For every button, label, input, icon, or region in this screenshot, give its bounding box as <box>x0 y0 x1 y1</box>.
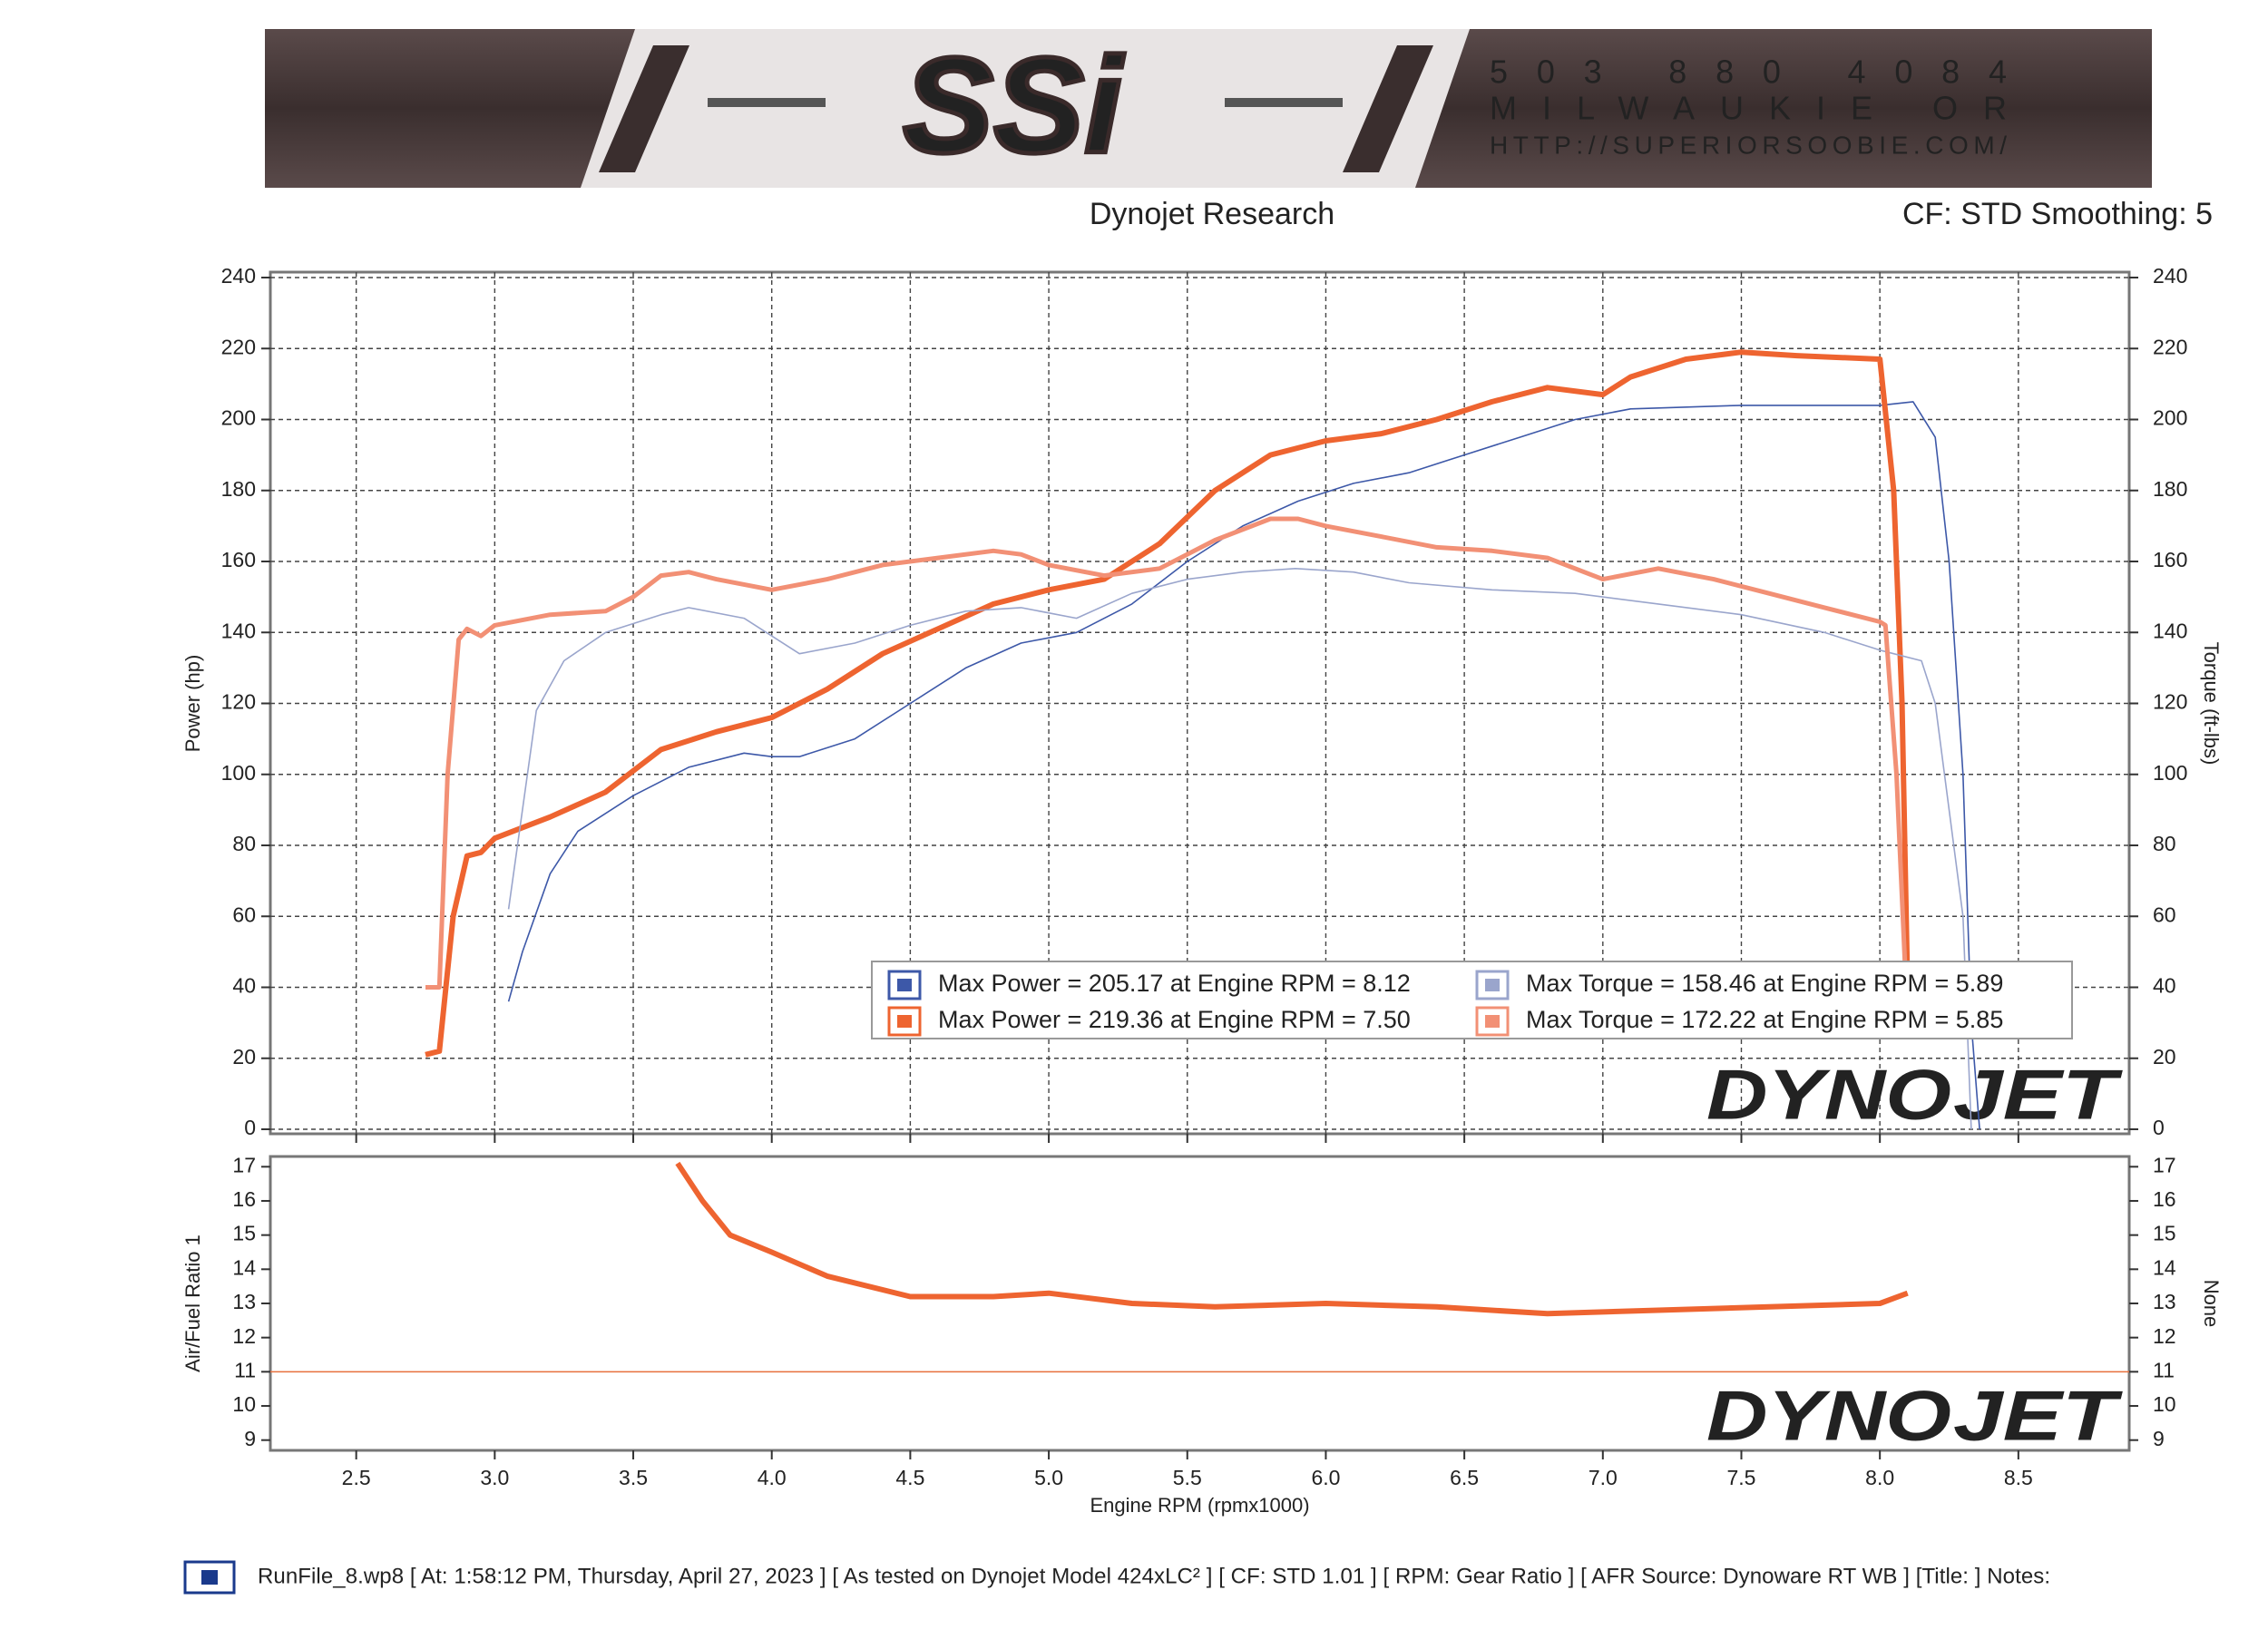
y-tick-label: 0 <box>244 1116 256 1139</box>
x-tick-label: 3.5 <box>619 1466 648 1489</box>
y2-tick-label: 220 <box>2153 335 2187 358</box>
legend-label: Max Torque = 172.22 at Engine RPM = 5.85 <box>1526 1006 2003 1033</box>
legend-label: Max Power = 219.36 at Engine RPM = 7.50 <box>938 1006 1411 1033</box>
x-tick-label: 6.0 <box>1311 1466 1340 1489</box>
y2-axis-label: None <box>2200 1280 2223 1328</box>
brand-dyno: DYNO <box>1706 1055 1951 1135</box>
legend-label: Max Torque = 158.46 at Engine RPM = 5.89 <box>1526 970 2003 997</box>
header-banner: SSi 503 880 4084 MILWAUKIE OR HTTP://SUP… <box>265 26 2152 188</box>
y-tick-label: 160 <box>221 548 256 571</box>
y2-tick-label: 200 <box>2153 406 2187 430</box>
x-tick-label: 3.0 <box>480 1466 509 1489</box>
y2-axis-label: Torque (ft-lbs) <box>2200 642 2223 766</box>
y2-tick-label: 9 <box>2153 1427 2165 1450</box>
subtitle: Dynojet Research <box>1090 197 1334 231</box>
y-tick-label: 60 <box>232 903 256 926</box>
y2-tick-label: 15 <box>2153 1222 2176 1245</box>
y-axis-label: Air/Fuel Ratio 1 <box>181 1234 204 1372</box>
series-line <box>425 349 1911 1058</box>
series-layer <box>425 349 1980 1129</box>
y-tick-label: 80 <box>232 832 256 855</box>
series-line <box>507 568 1972 1129</box>
y2-tick-label: 16 <box>2153 1187 2176 1211</box>
y2-tick-label: 180 <box>2153 477 2187 501</box>
legend-label: Max Power = 205.17 at Engine RPM = 8.12 <box>938 970 1411 997</box>
y2-tick-label: 160 <box>2153 548 2187 571</box>
legend-swatch-fill <box>1485 1015 1500 1028</box>
y2-tick-label: 60 <box>2153 903 2176 926</box>
y-tick-label: 15 <box>232 1222 256 1245</box>
y-tick-label: 10 <box>232 1392 256 1416</box>
x-tick-label: 5.0 <box>1034 1466 1063 1489</box>
y-tick-label: 12 <box>232 1324 256 1348</box>
footer-text: RunFile_8.wp8 [ At: 1:58:12 PM, Thursday… <box>258 1564 2050 1588</box>
y2-tick-label: 13 <box>2153 1290 2176 1313</box>
settings: CF: STD Smoothing: 5 <box>1902 197 2213 231</box>
y-tick-label: 180 <box>221 477 256 501</box>
legend-swatch-fill <box>1485 979 1500 991</box>
y2-tick-label: 240 <box>2153 264 2187 288</box>
x-tick-label: 8.0 <box>1865 1466 1894 1489</box>
series-layer <box>675 1161 1909 1317</box>
y-tick-label: 17 <box>232 1153 256 1176</box>
y-tick-label: 40 <box>232 974 256 998</box>
y-tick-label: 120 <box>221 690 256 714</box>
footer-swatch <box>183 1560 236 1595</box>
x-tick-label: 6.5 <box>1450 1466 1479 1489</box>
x-axis-label: Engine RPM (rpmx1000) <box>1090 1494 1309 1517</box>
y-tick-label: 9 <box>244 1427 256 1450</box>
y2-tick-label: 100 <box>2153 761 2187 785</box>
y-tick-label: 14 <box>232 1255 256 1279</box>
series-line <box>425 516 1911 1023</box>
x-tick-label: 5.5 <box>1173 1466 1202 1489</box>
logo: SSi <box>903 29 1125 181</box>
y-tick-label: 13 <box>232 1290 256 1313</box>
y2-tick-label: 140 <box>2153 619 2187 642</box>
y2-tick-label: 0 <box>2153 1116 2165 1139</box>
x-tick-label: 2.5 <box>342 1466 371 1489</box>
brand-jet: JET <box>1953 1055 2124 1135</box>
x-tick-label: 4.0 <box>758 1466 787 1489</box>
series-line <box>507 401 1980 1129</box>
y2-tick-label: 12 <box>2153 1324 2176 1348</box>
legend-swatch-fill <box>897 1015 912 1028</box>
y2-tick-label: 20 <box>2153 1045 2176 1068</box>
y-tick-label: 220 <box>221 335 256 358</box>
brand-jet: JET <box>1953 1376 2124 1456</box>
y2-tick-label: 14 <box>2153 1255 2176 1279</box>
y2-tick-label: 10 <box>2153 1392 2176 1416</box>
series-line <box>675 1161 1909 1317</box>
y-tick-label: 240 <box>221 264 256 288</box>
y2-tick-label: 17 <box>2153 1153 2176 1176</box>
x-tick-label: 7.0 <box>1589 1466 1618 1489</box>
y-tick-label: 20 <box>232 1045 256 1068</box>
y2-tick-label: 80 <box>2153 832 2176 855</box>
brand-dyno: DYNO <box>1706 1376 1951 1456</box>
y2-tick-label: 11 <box>2153 1358 2175 1381</box>
y-tick-label: 140 <box>221 619 256 642</box>
legend-box <box>871 961 2073 1039</box>
y-tick-label: 11 <box>234 1358 256 1381</box>
footer-swatch-fill <box>201 1570 218 1585</box>
x-tick-label: 7.5 <box>1726 1466 1755 1489</box>
y-axis-label: Power (hp) <box>181 655 204 753</box>
y-tick-label: 16 <box>232 1187 256 1211</box>
legend-swatch-fill <box>897 979 912 991</box>
y2-tick-label: 40 <box>2153 974 2176 998</box>
y-tick-label: 200 <box>221 406 256 430</box>
url: HTTP://SUPERIORSOOBIE.COM/ <box>1490 131 2007 159</box>
x-tick-label: 4.5 <box>895 1466 924 1489</box>
y-tick-label: 100 <box>221 761 256 785</box>
x-tick-label: 8.5 <box>2004 1466 2033 1489</box>
y2-tick-label: 120 <box>2153 690 2187 714</box>
